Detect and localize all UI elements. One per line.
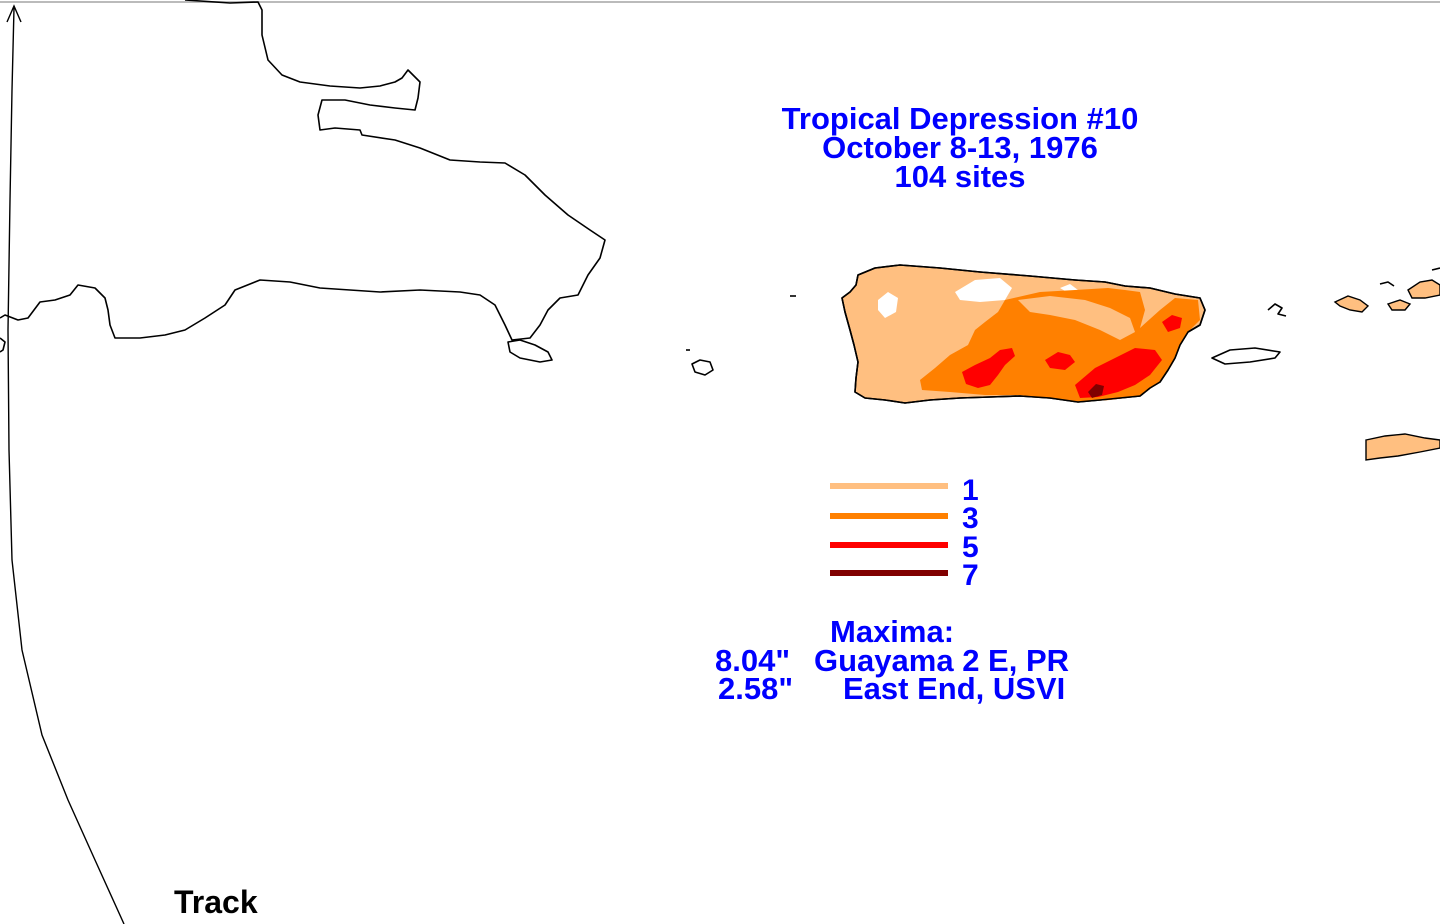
hispaniola-coastline [0,0,606,341]
maxima-box: Maxima: 8.04" Guayama 2 E, PR 2.58" East… [715,614,1069,706]
jost-van-dyke [1379,281,1395,287]
map-title: Tropical Depression #10 October 8-13, 19… [782,101,1139,194]
title-storm-name: Tropical Depression #10 [782,101,1139,136]
title-date-range: October 8-13, 1976 [822,130,1098,165]
maxima-location-2: East End, USVI [843,671,1065,706]
legend-label-5: 5 [962,531,979,564]
storm-track-arrowhead [6,4,22,23]
puerto-rico-rainfall [841,264,1206,404]
culebra-island [1267,303,1287,317]
contour-5-fill-west [962,348,1015,388]
legend: 1 3 5 7 [830,474,979,592]
maxima-value-2: 2.58" [718,671,793,706]
legend-label-1: 1 [962,474,979,507]
hispaniola-south-inlet [507,339,553,363]
contour-1-inner [1018,296,1135,340]
legend-label-3: 3 [962,502,979,535]
dry-area-west [878,292,898,318]
storm-track-line [7,7,125,924]
haiti-west-fragment [0,337,6,353]
title-site-count: 104 sites [895,159,1026,194]
maxima-location-1: Guayama 2 E, PR [814,643,1069,678]
st-croix [1365,433,1440,461]
virgin-islands-rainfall [1333,267,1440,461]
contour-5-fill-northeast [1162,315,1182,332]
virgin-gorda [1431,267,1440,271]
tortola [1407,279,1440,299]
maxima-header: Maxima: [830,614,954,649]
puerto-rico-coastline [841,264,1206,404]
track-label: Track [174,884,258,920]
maxima-value-1: 8.04" [715,643,790,678]
st-john [1386,299,1412,311]
contour-5-fill-central [1045,352,1075,370]
mona-island [691,359,714,376]
vieques-island [1211,347,1281,365]
dry-area-north [955,278,1012,302]
legend-label-7: 7 [962,559,979,592]
contour-7-fill [1088,384,1104,398]
st-thomas [1333,295,1370,313]
